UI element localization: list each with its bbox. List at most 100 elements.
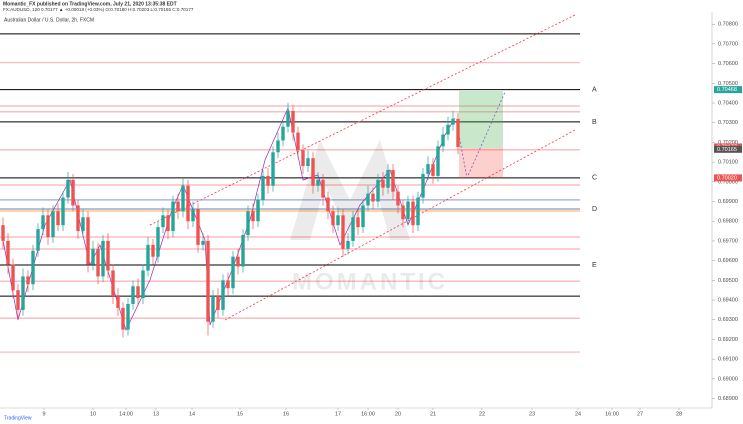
candle-body [1, 225, 5, 241]
candle-body [51, 211, 55, 237]
candle-body [171, 201, 175, 232]
level-label: A [592, 86, 597, 93]
candle-body [366, 193, 370, 206]
candle-body [156, 227, 160, 257]
candle-body [36, 229, 40, 251]
y-tick-label: 0.69300 [718, 317, 738, 323]
y-tick-label: 0.69100 [718, 357, 738, 363]
candle-body [291, 110, 295, 133]
candle-body [101, 240, 105, 277]
candle-body [161, 215, 165, 228]
candle-body [371, 193, 375, 202]
candle-body [56, 211, 60, 226]
candle-body [176, 201, 180, 212]
y-tick-label: 0.69700 [718, 238, 738, 244]
candle-body [106, 240, 110, 271]
y-tick-label: 0.70400 [718, 100, 738, 106]
candle-body [351, 217, 355, 241]
candle-body [181, 185, 185, 212]
candle-body [421, 173, 425, 198]
candle-body [301, 150, 305, 167]
candle-body [281, 126, 285, 141]
y-tick-label: 0.69200 [718, 337, 738, 343]
candle-body [61, 197, 65, 226]
x-tick-label: 21 [430, 411, 436, 417]
candle-body [141, 270, 145, 299]
x-tick-label: 28 [676, 411, 682, 417]
candle-body [346, 240, 350, 249]
candle-body [276, 140, 280, 153]
candle-body [336, 215, 340, 226]
x-tick-label: 20 [395, 411, 401, 417]
candle-body [71, 179, 75, 206]
x-tick-label: 9 [42, 411, 45, 417]
candle-body [136, 286, 140, 299]
price-tag [714, 174, 742, 182]
price-tag [714, 145, 742, 153]
candle-body [266, 175, 270, 186]
y-tick-label: 0.70500 [718, 81, 738, 87]
y-tick-label: 0.70300 [718, 120, 738, 126]
candle-body [6, 240, 10, 265]
candle-body [146, 244, 150, 271]
y-tick-label: 0.69400 [718, 297, 738, 303]
target-zone [459, 91, 503, 148]
candle-body [391, 170, 395, 192]
candle-body [241, 235, 245, 267]
price-axis [712, 0, 743, 424]
level-label: E [592, 262, 597, 269]
candle-body [396, 191, 400, 206]
y-tick-label: 0.69600 [718, 258, 738, 264]
candle-body [126, 303, 130, 330]
candle-body [356, 217, 360, 228]
candle-body [191, 209, 195, 222]
candle-body [446, 124, 450, 135]
y-tick-label: 0.69000 [718, 376, 738, 382]
candle-body [401, 205, 405, 220]
x-tick-label: 15 [237, 411, 243, 417]
x-tick-label: 14 [189, 411, 195, 417]
candle-body [111, 270, 115, 297]
x-tick-label: 16 [283, 411, 289, 417]
y-tick-label: 0.70700 [718, 41, 738, 47]
candle-body [66, 179, 70, 198]
price-tag [714, 86, 742, 94]
candle-body [316, 179, 320, 186]
candle-body [121, 307, 125, 330]
candle-body [456, 118, 460, 147]
candle-body [361, 205, 365, 228]
projection [457, 91, 506, 180]
candle-body [311, 158, 315, 186]
candle-body [256, 199, 260, 222]
candle-body [376, 179, 380, 202]
candle-body [236, 256, 240, 267]
y-tick-label: 0.70200 [718, 140, 738, 146]
stop-zone [459, 148, 503, 178]
candle-body [196, 209, 200, 245]
candle-body [251, 211, 255, 222]
candle-body [16, 290, 20, 310]
footer: TradingView [4, 415, 32, 421]
candle-body [306, 158, 310, 167]
x-tick-label: 13 [153, 411, 159, 417]
watermark [290, 140, 410, 240]
candle-body [116, 296, 120, 308]
candle-body [406, 201, 410, 220]
x-tick-label: 16:00 [361, 411, 375, 417]
candle-body [96, 248, 100, 277]
candle-body [416, 197, 420, 226]
y-tick-label: 0.70000 [718, 179, 738, 185]
y-tick-label: 0.70100 [718, 160, 738, 166]
candle-body [246, 211, 250, 236]
candle-body [451, 118, 455, 125]
price-tag-label: 0.70165 [717, 147, 737, 153]
byline: Momantic_FX published on TradingView.com… [3, 1, 177, 7]
chart-title: Australian Dollar / U.S. Dollar, 2h, FXC… [4, 17, 94, 23]
candle-body [41, 215, 45, 230]
y-tick-label: 0.69800 [718, 219, 738, 225]
candle-body [341, 215, 345, 249]
candle-body [231, 256, 235, 289]
price-tag-label: 0.70468 [717, 87, 737, 93]
x-tick-label: 14:00 [119, 411, 133, 417]
